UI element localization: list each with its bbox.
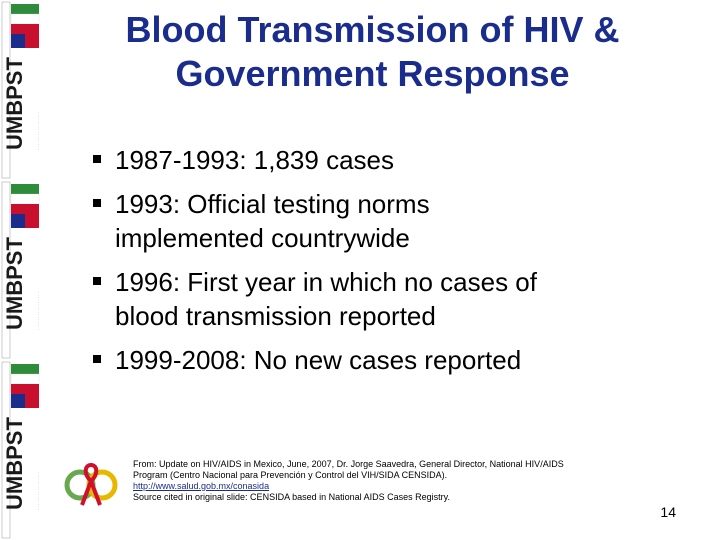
bullet-text: 1993: Official testing norms [115,189,430,219]
banner-logo-text: UMBPST [2,417,27,510]
bullet-item: 1993: Official testing norms implemented… [92,187,692,255]
censida-link[interactable]: http://www.salud.gob.mx/conasida [133,481,270,491]
bullet-text-continuation: blood transmission reported [115,301,436,331]
slide-title-line-2: Government Response [175,53,570,94]
svg-text:· · · · · · · · · · · · · · ·: · · · · · · · · · · · · · · · · [36,112,41,150]
square-bullet-icon [93,199,101,207]
bullet-item: 1996: First year in which no cases of bl… [92,265,692,333]
banner-block: UMBPST · · · · · · · · · · · · · · · · [1,1,41,179]
bullet-item: 1987-1993: 1,839 cases [92,143,692,177]
bullet-text: 1999-2008: No new cases reported [115,345,522,375]
banner-block: UMBPST · · · · · · · · · · · · · · · · [1,181,41,359]
square-bullet-icon [93,155,101,163]
flag-icon [10,364,40,408]
slide-title: Blood Transmission of HIV & Government R… [60,8,685,96]
slide-title-line-1: Blood Transmission of HIV & [125,9,620,50]
svg-text:· · · · · · · · · · · · · · ·: · · · · · · · · · · · · · · · · [36,472,41,510]
square-bullet-icon [93,277,101,285]
banner-logo-text: UMBPST [2,57,27,150]
bullet-item: 1999-2008: No new cases reported [92,343,692,377]
side-banner: UMBPST · · · · · · · · · · · · · · · · U… [1,1,41,539]
citation-line: From: Update on HIV/AIDS in Mexico, June… [133,459,564,469]
flag-icon [10,184,40,228]
svg-text:· · · · · · · · · · · · · · ·: · · · · · · · · · · · · · · · · [36,292,41,330]
citation-line: Source cited in original slide: CENSIDA … [133,492,450,502]
bullet-text-continuation: implemented countrywide [115,223,410,253]
banner-block: UMBPST · · · · · · · · · · · · · · · · [1,361,41,539]
bullet-text: 1996: First year in which no cases of [115,267,537,297]
banner-logo-text: UMBPST [2,237,27,330]
flag-icon [10,4,40,48]
page-number: 14 [660,504,676,520]
bullet-text: 1987-1993: 1,839 cases [115,145,394,175]
bullet-list: 1987-1993: 1,839 cases 1993: Official te… [92,143,692,387]
red-ribbon-logo-icon [64,462,118,506]
source-citation: From: Update on HIV/AIDS in Mexico, June… [133,459,633,503]
citation-line: Program (Centro Nacional para Prevención… [133,470,448,480]
square-bullet-icon [93,355,101,363]
